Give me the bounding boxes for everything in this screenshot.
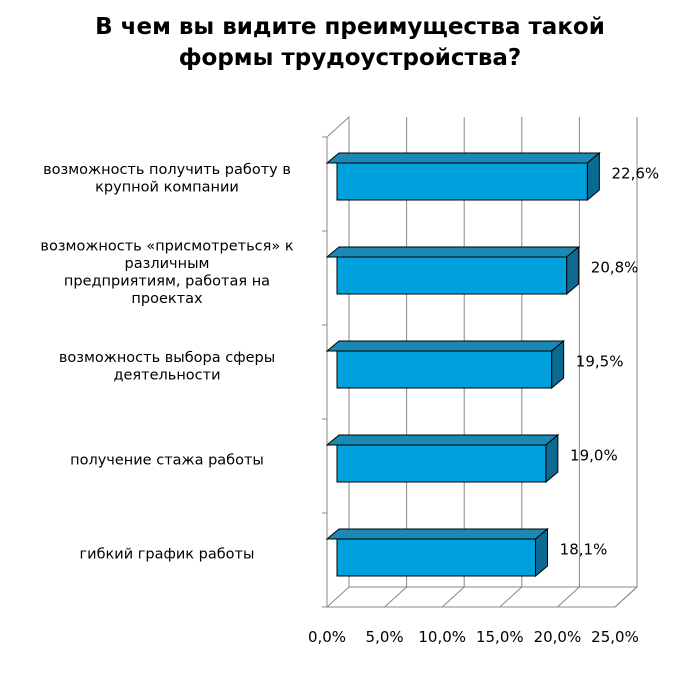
bar-front <box>336 444 547 483</box>
chart-title: В чем вы видите преимущества такой формы… <box>0 12 700 74</box>
value-label: 20,8% <box>591 259 639 277</box>
bar-top <box>325 434 560 446</box>
bar-front <box>336 256 568 295</box>
chart-title-line-1: В чем вы видите преимущества такой <box>95 14 605 40</box>
category-label-line: возможность получить работу в <box>43 162 291 178</box>
x-tick-labels: 0,0% 5,0% 10,0% 15,0% 20,0% 25,0% <box>308 628 639 646</box>
x-tick-label: 0,0% <box>308 628 346 646</box>
bar <box>325 151 601 202</box>
bar-top <box>325 152 601 164</box>
value-label: 19,5% <box>576 353 624 371</box>
bar <box>325 527 549 578</box>
gridline-floor <box>441 586 465 608</box>
x-tick-label: 15,0% <box>476 628 524 646</box>
category-label-line: получение стажа работы <box>70 453 264 469</box>
category-label-line: предприятиям, работая на <box>64 273 270 289</box>
bar-front <box>336 350 553 389</box>
gridline-floor <box>384 586 407 608</box>
bar <box>325 433 560 484</box>
category-label: возможность «присмотреться» к различным пр… <box>40 238 293 307</box>
bar-top <box>325 340 566 352</box>
value-label: 22,6% <box>612 165 660 183</box>
bar-front <box>336 538 537 577</box>
category-label-line: возможность «присмотреться» к <box>40 238 293 254</box>
bar-top <box>325 528 549 540</box>
category-label: возможность выбора сферы деятельности <box>59 350 275 384</box>
value-label: 18,1% <box>560 541 608 559</box>
category-label-line: возможность выбора сферы <box>59 350 275 366</box>
category-label-line: крупной компании <box>95 179 239 195</box>
floor <box>325 586 639 608</box>
category-label: гибкий график работы <box>80 547 255 563</box>
gridline-floor <box>557 586 580 608</box>
category-label-line: гибкий график работы <box>80 547 255 563</box>
bar-front <box>336 162 588 201</box>
chart-title-line-2: формы трудоустройства? <box>178 45 522 71</box>
bars <box>325 151 601 578</box>
bar <box>325 339 566 390</box>
category-label-line: проектах <box>131 291 203 307</box>
x-tick-label: 5,0% <box>366 628 404 646</box>
category-labels: возможность получить работу в крупной ком… <box>40 162 293 563</box>
x-tick-label: 25,0% <box>591 628 639 646</box>
value-label: 19,0% <box>570 447 618 465</box>
bar <box>325 245 580 296</box>
category-label-line: различным <box>125 256 210 272</box>
category-label-line: деятельности <box>113 367 220 383</box>
x-tick-label: 10,0% <box>418 628 466 646</box>
value-labels: 22,6% 20,8% 19,5% 19,0% 18,1% <box>560 165 659 559</box>
bar-top <box>325 246 580 258</box>
gridline-floor <box>614 586 638 608</box>
gridline-floor <box>499 586 523 608</box>
category-label: получение стажа работы <box>70 453 264 469</box>
category-label: возможность получить работу в крупной ком… <box>43 162 291 196</box>
x-tick-label: 20,0% <box>534 628 582 646</box>
